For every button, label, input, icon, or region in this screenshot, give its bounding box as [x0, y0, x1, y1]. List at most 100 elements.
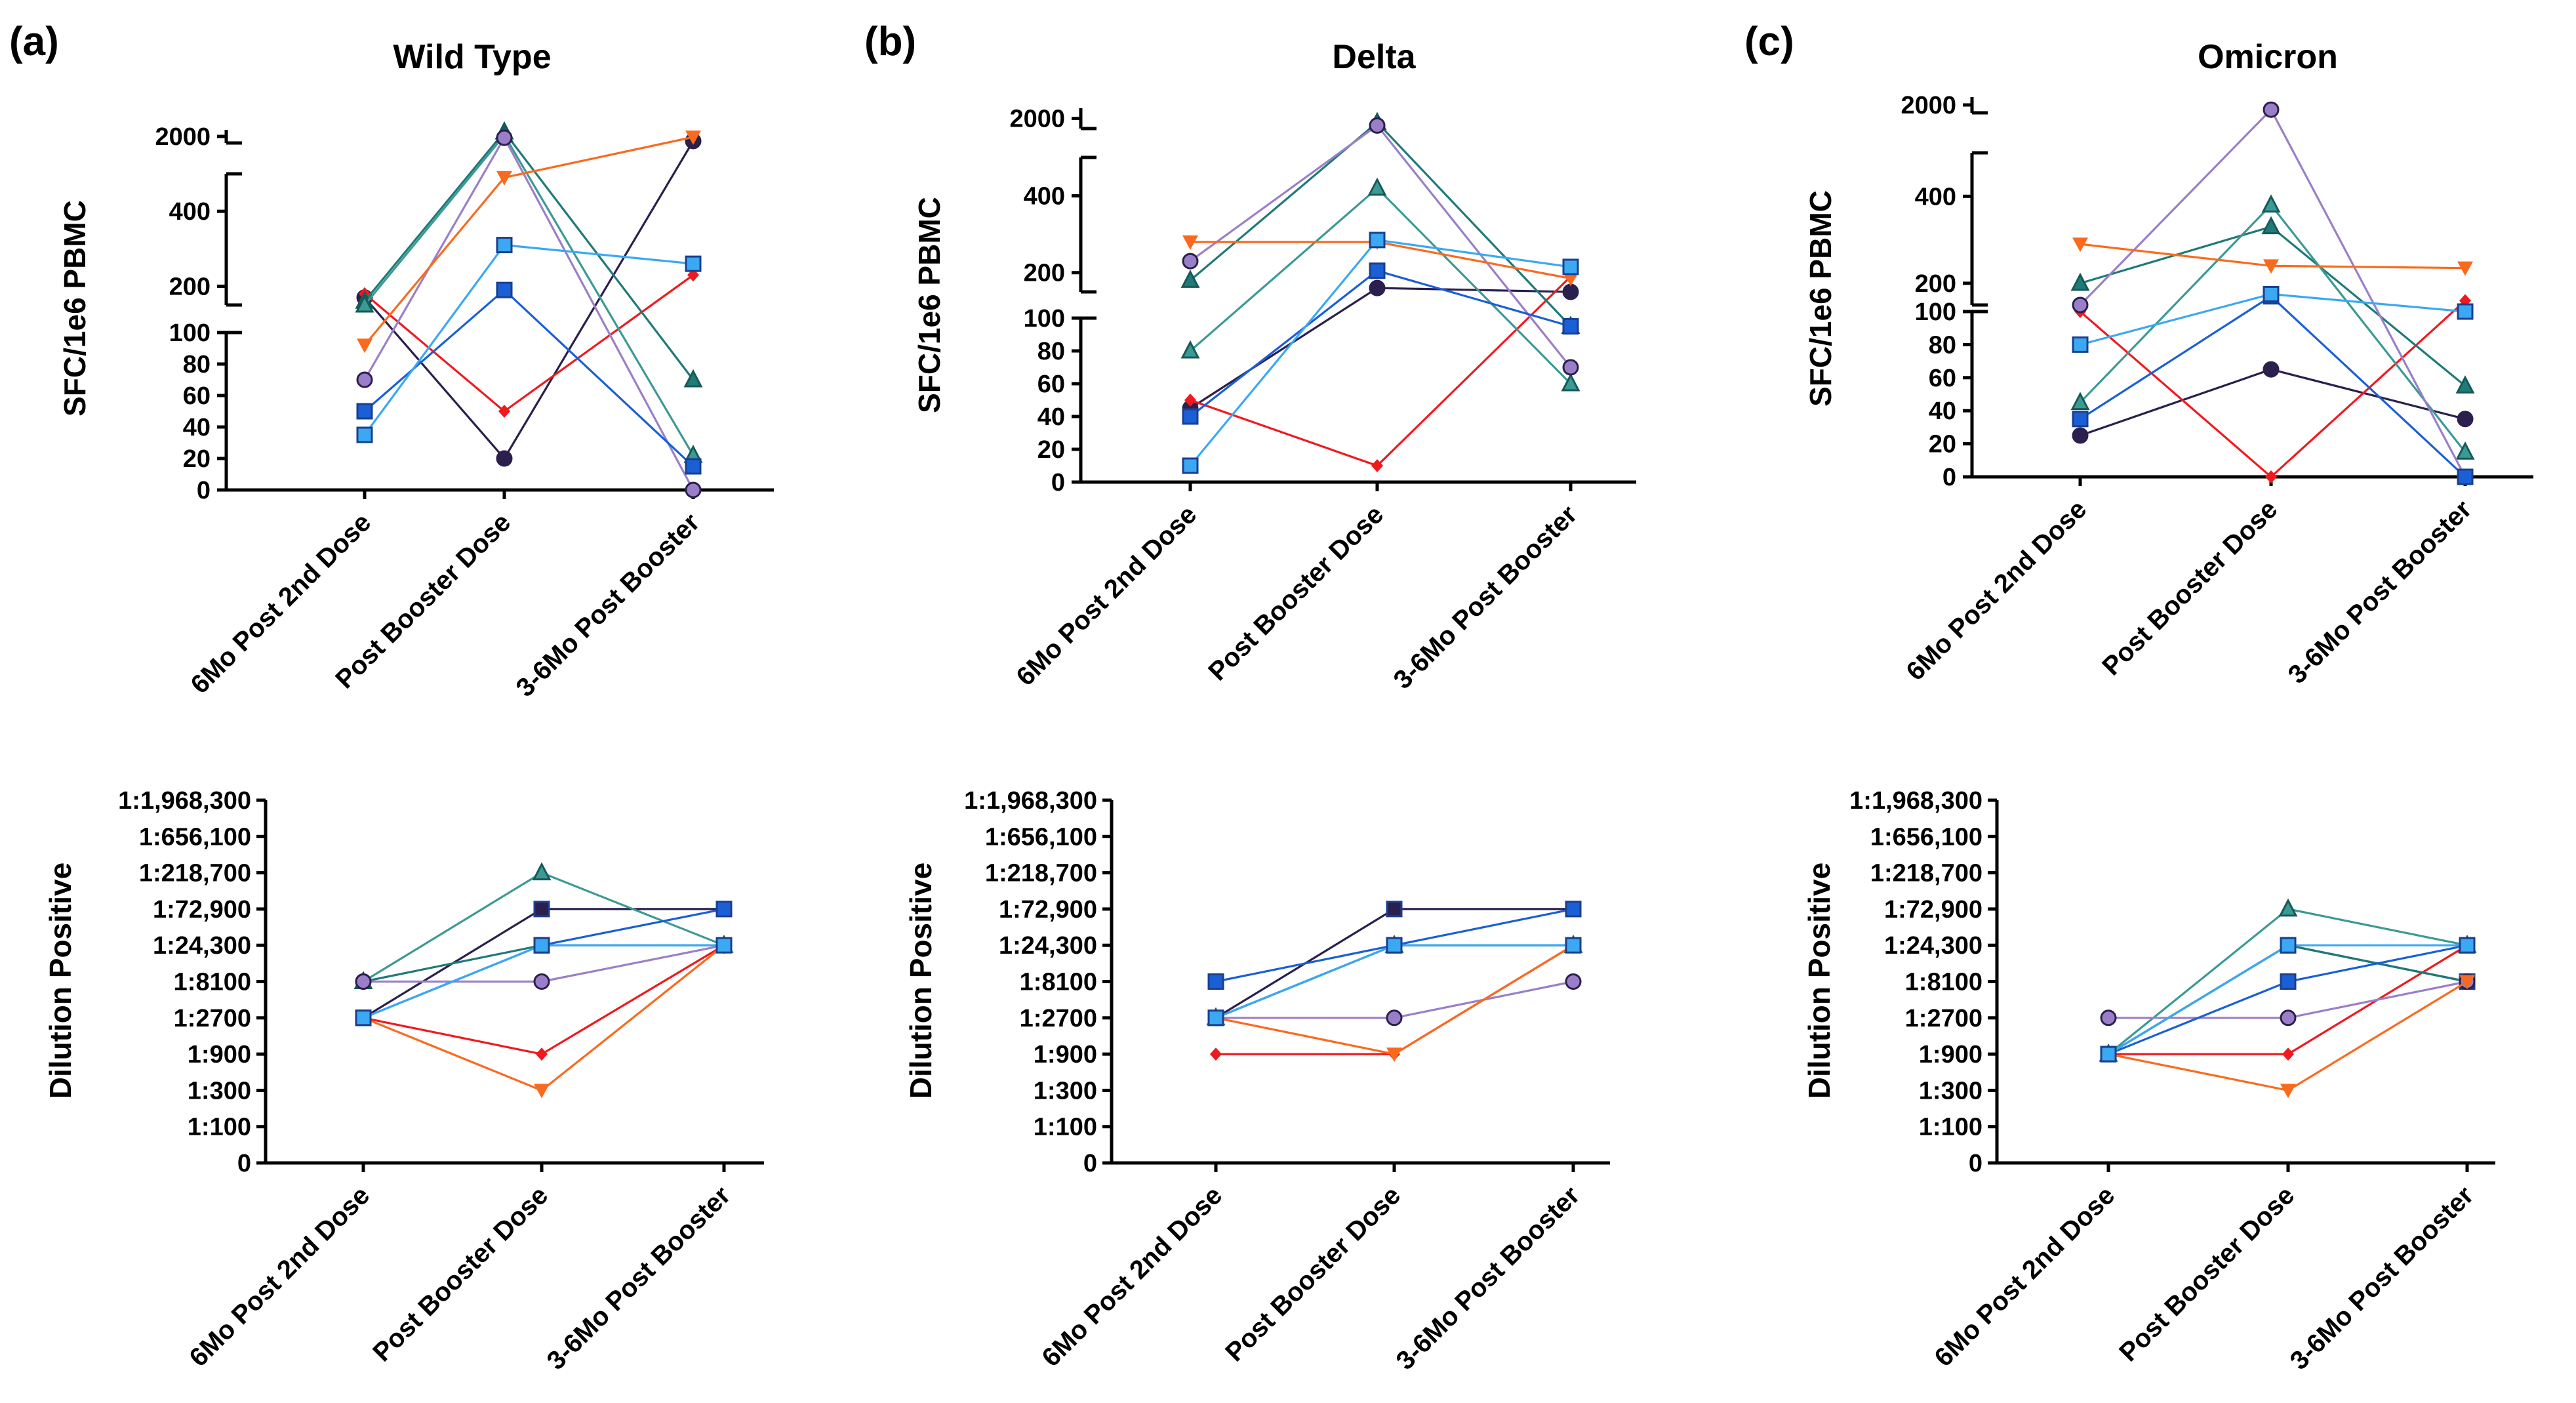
y-axis-label: Dilution Positive	[1802, 863, 1836, 1099]
y-tick-label: 1:72,900	[999, 896, 1097, 924]
data-point-p6	[357, 338, 372, 354]
panel-b-header: (b) Delta	[864, 19, 1417, 76]
series-p6	[355, 939, 732, 1099]
data-point-p5	[1562, 359, 1579, 376]
y-tick-label: 200	[1024, 260, 1065, 287]
data-point-p4	[2070, 392, 2090, 411]
series-line-p2	[2079, 300, 2466, 479]
data-point-p7	[1565, 901, 1582, 918]
data-point-p5	[533, 973, 550, 990]
data-point-p2	[1371, 459, 1383, 472]
series-p2	[2103, 939, 2473, 1061]
series-line-p2	[2108, 944, 2468, 1055]
data-point-p3	[2261, 216, 2281, 235]
series-line-p3	[363, 130, 694, 380]
y-tick-label: 1:2700	[1020, 1005, 1097, 1032]
y-tick-label: 1:300	[188, 1077, 251, 1105]
y-tick-label: 40	[1929, 397, 1956, 425]
data-point-p5	[2263, 101, 2280, 118]
series-line-p1	[2108, 944, 2468, 1055]
data-point-p7	[1207, 973, 1224, 990]
x-category-label: Post Booster Dose	[367, 1181, 553, 1367]
y-axis: 0 1:100 1:300 1:900 1:2700 1:8100 1:24,300 1:72…	[1849, 787, 1999, 1177]
series-p1	[1207, 901, 1582, 1027]
y-tick-label: 400	[1024, 183, 1065, 211]
data-point-p6	[1182, 235, 1198, 250]
data-point-p2	[498, 405, 510, 418]
data-point-p5	[2072, 296, 2089, 314]
y-tick-label: 1:100	[1034, 1114, 1097, 1141]
y-tick-label: 1:300	[1919, 1077, 1982, 1105]
y-axis-label: SFC/1e6 PBMC	[912, 197, 946, 413]
series-line-p7	[2080, 295, 2466, 478]
data-point-p6	[534, 1084, 550, 1099]
y-tick-label: 2000	[155, 123, 211, 151]
y-tick-label: 1:1,968,300	[118, 787, 251, 815]
data-point-p5	[2100, 1009, 2117, 1027]
data-point-p8	[355, 1009, 372, 1027]
y-tick-label: 0	[237, 1150, 251, 1177]
data-point-p6	[496, 171, 512, 186]
y-tick-label: 1:2700	[1905, 1005, 1982, 1032]
y-tick-label: 1:24,300	[999, 932, 1097, 960]
y-tick-label: 1:656,100	[139, 823, 251, 851]
data-point-p8	[1369, 232, 1386, 249]
y-tick-label: 1:1,968,300	[1849, 787, 1982, 815]
series-line-p8	[2108, 944, 2467, 1055]
y-tick-label: 1:8100	[174, 969, 251, 996]
series-p6	[2072, 237, 2473, 276]
data-point-p6	[1386, 1047, 1402, 1063]
series-line-p3	[363, 871, 725, 983]
data-point-p2	[536, 1047, 548, 1061]
data-point-p5	[356, 371, 373, 388]
data-point-p7	[1562, 318, 1579, 335]
data-point-p8	[1565, 937, 1582, 954]
data-point-p5	[1386, 1009, 1403, 1027]
data-point-p4	[1561, 373, 1580, 392]
x-category-label: Post Booster Dose	[1203, 500, 1389, 686]
series-p5	[1207, 973, 1582, 1027]
series-p3	[353, 862, 734, 989]
data-point-p3	[1180, 270, 1200, 288]
data-point-p8	[2457, 303, 2474, 320]
x-category-label: Post Booster Dose	[2097, 495, 2283, 681]
y-tick-label: 20	[1929, 431, 1956, 458]
series-line-p1	[1190, 287, 1571, 409]
data-point-p8	[2072, 336, 2089, 353]
series-line-p2	[363, 944, 725, 1055]
y-axis-label: Dilution Positive	[904, 863, 938, 1099]
series-p2	[357, 939, 730, 1061]
data-point-p3	[2455, 375, 2475, 394]
x-category-label: Post Booster Dose	[2114, 1181, 2300, 1367]
data-point-p4	[2455, 441, 2475, 460]
series-line-p8	[1215, 944, 1573, 1019]
data-point-p7	[715, 901, 733, 918]
y-tick-label: 1:8100	[1020, 969, 1097, 996]
y-tick-label: 80	[183, 351, 211, 378]
y-axis: 0 1:100 1:300 1:900 1:2700 1:8100 1:24,300 1:72…	[964, 787, 1114, 1177]
data-point-p5	[685, 481, 702, 498]
series-p5	[1182, 117, 1579, 376]
data-point-p8	[2100, 1046, 2117, 1063]
x-category-label: 6Mo Post 2nd Dose	[1901, 495, 2092, 686]
series-p8	[1207, 937, 1582, 1027]
y-axis-label: SFC/1e6 PBMC	[58, 200, 92, 417]
data-point-p7	[1182, 408, 1199, 425]
y-axis: 0 20 40 60 80 100 200 400 2000	[1009, 106, 1097, 497]
y-tick-label: 1:656,100	[985, 823, 1097, 851]
series-line-p7	[363, 908, 725, 1019]
series-p8	[356, 237, 702, 443]
data-point-p4	[1367, 177, 1387, 196]
y-tick-label: 100	[1915, 298, 1956, 326]
y-tick-label: 1:100	[1919, 1114, 1982, 1141]
series-p1	[2100, 937, 2476, 1063]
data-point-p3	[2278, 898, 2298, 917]
y-tick-label: 80	[1037, 338, 1065, 365]
series-line-p6	[1215, 944, 1574, 1055]
y-tick-label: 60	[1929, 365, 1956, 392]
data-point-p5	[1565, 973, 1582, 990]
x-category-label: 6Mo Post 2nd Dose	[1036, 1181, 1228, 1372]
data-point-p1	[2457, 411, 2474, 428]
